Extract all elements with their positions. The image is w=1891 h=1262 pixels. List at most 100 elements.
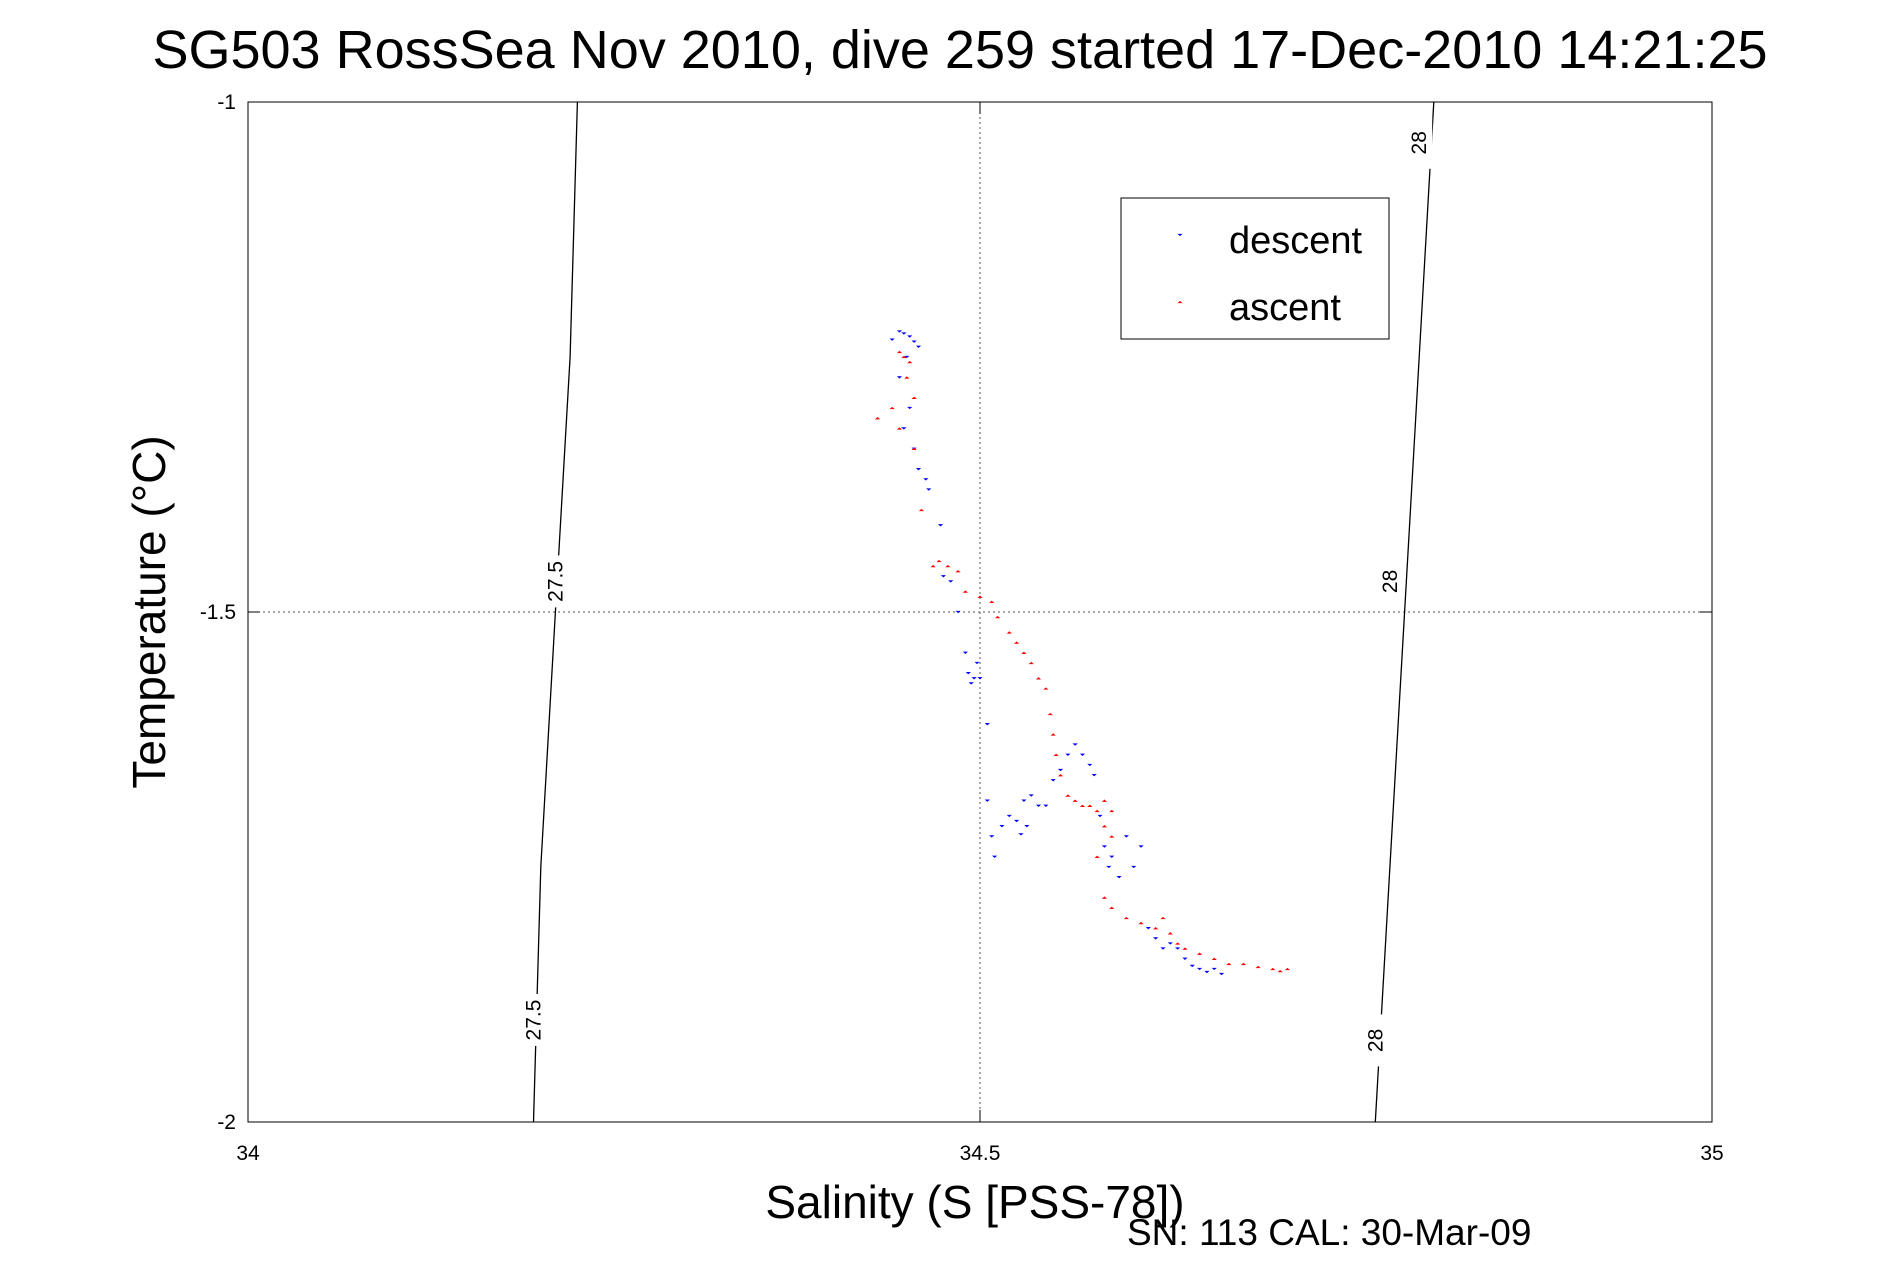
descent-point — [1153, 937, 1159, 940]
ascent-point — [907, 360, 913, 364]
ascent-point — [930, 564, 936, 568]
descent-point — [1014, 819, 1020, 823]
contour-label-background — [1376, 555, 1403, 608]
descent-point — [984, 723, 990, 726]
descent-point — [1175, 947, 1181, 950]
ascent-point — [1094, 809, 1100, 813]
ascent-point — [1021, 651, 1027, 654]
ascent-series — [874, 350, 1291, 973]
ascent-point — [1047, 712, 1053, 716]
ascent-point — [1211, 957, 1217, 960]
descent-point — [968, 682, 974, 685]
descent-point — [971, 677, 977, 680]
ascent-point — [1138, 921, 1144, 925]
ascent-point — [1053, 753, 1059, 756]
ascent-point — [1160, 916, 1166, 920]
descent-point — [1097, 814, 1103, 818]
ascent-point — [918, 508, 925, 512]
x-tick-label: 35 — [1700, 1142, 1723, 1165]
legend-label-descent: descent — [1229, 220, 1363, 262]
descent-point — [1018, 833, 1024, 836]
ascent-point — [1270, 967, 1276, 971]
contour-label: 28 — [1364, 1029, 1387, 1052]
ascent-point — [901, 355, 907, 359]
descent-point — [1160, 947, 1166, 950]
x-axis-label: Salinity (S [PSS-78]) — [765, 1176, 1184, 1228]
descent-point — [1072, 743, 1078, 746]
descent-point — [1204, 970, 1210, 974]
ascent-point — [1057, 774, 1064, 777]
descent-point — [1189, 964, 1195, 968]
ascent-point — [1109, 809, 1115, 813]
descent-point — [1131, 865, 1137, 869]
descent-point — [907, 335, 913, 338]
descent-point — [1197, 967, 1203, 971]
x-tick-label: 34 — [236, 1142, 260, 1165]
ascent-point — [1014, 641, 1020, 644]
ascent-point — [1284, 967, 1291, 971]
legend: descent ascent — [1120, 197, 1390, 340]
descent-point — [965, 672, 971, 675]
contour-label: 27.5 — [522, 1000, 545, 1041]
descent-point — [989, 835, 995, 838]
ascent-point — [955, 570, 961, 573]
contour-label-background — [520, 994, 547, 1046]
ascent-point — [1255, 965, 1261, 969]
contour-label-background — [1406, 116, 1433, 169]
ascent-point — [1050, 733, 1056, 736]
descent-point — [896, 376, 903, 379]
ascent-point — [904, 376, 910, 379]
ascent-point — [962, 590, 968, 593]
footer-note: SN: 113 CAL: 30-Mar-09 — [1127, 1212, 1531, 1253]
descent-point — [1091, 774, 1097, 777]
descent-point — [1218, 972, 1225, 976]
legend-box — [1120, 197, 1390, 340]
ascent-point — [1072, 799, 1078, 802]
descent-point — [999, 825, 1005, 828]
ascent-point — [1182, 947, 1188, 950]
descent-point — [962, 651, 968, 654]
descent-point — [907, 406, 913, 410]
scatter-series — [874, 330, 1291, 976]
descent-series — [889, 330, 1225, 976]
descent-point — [1079, 753, 1086, 756]
ascent-point — [889, 406, 895, 410]
chart-title: SG503 RossSea Nov 2010, dive 259 started… — [152, 20, 1767, 80]
descent-point — [1057, 768, 1064, 772]
descent-point — [1101, 845, 1108, 848]
descent-point — [1138, 845, 1144, 848]
ascent-point — [945, 564, 951, 568]
descent-point — [1006, 814, 1012, 818]
descent-point — [1211, 967, 1217, 971]
descent-point — [992, 855, 998, 858]
ascent-point — [936, 559, 942, 563]
density-contours: 27.5 27.5 28 28 28 — [520, 101, 1435, 1123]
ascent-point — [896, 350, 903, 354]
descent-point — [911, 340, 917, 343]
ascent-point — [896, 427, 903, 430]
ascent-point — [1094, 855, 1100, 858]
axis-ticks: 34 34.5 35 -1 -1.5 -2 — [200, 91, 1724, 1165]
descent-point — [896, 330, 903, 333]
ascent-point — [1240, 962, 1247, 966]
descent-point — [1050, 779, 1056, 782]
descent-point — [1167, 942, 1173, 945]
y-tick-label: -2 — [217, 1111, 236, 1134]
contour-label-background — [1362, 1014, 1389, 1067]
ascent-point — [1079, 804, 1086, 807]
descent-point — [1182, 957, 1188, 960]
ascent-point — [1101, 896, 1108, 899]
y-axis-label: Temperature (°C) — [123, 435, 175, 788]
descent-point — [1043, 804, 1049, 807]
y-tick-label: -1 — [217, 91, 236, 114]
descent-point — [1021, 799, 1027, 802]
descent-point — [1028, 794, 1034, 797]
descent-point — [901, 427, 907, 430]
y-tick-label: -1.5 — [200, 601, 236, 624]
descent-point — [1087, 763, 1093, 767]
ascent-point — [1035, 677, 1042, 680]
descent-point — [1123, 835, 1129, 838]
descent-point — [904, 355, 910, 359]
descent-point — [1145, 927, 1151, 930]
